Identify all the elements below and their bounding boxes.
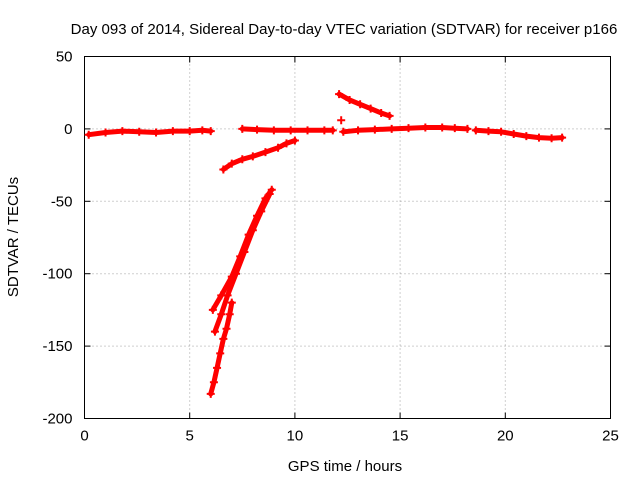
data-point-marker (231, 269, 240, 278)
y-tick-label: 50 (56, 49, 73, 66)
data-point-marker (370, 125, 379, 134)
data-point-marker (219, 165, 228, 174)
y-tick-label: -150 (42, 338, 72, 355)
data-point-marker (385, 111, 394, 120)
series-segment-9 (339, 123, 472, 136)
data-point-marker (240, 247, 249, 256)
x-tick-label: 20 (497, 428, 514, 445)
data-point-marker (206, 389, 215, 398)
data-point-marker (282, 139, 291, 148)
data-point-marker (354, 126, 363, 135)
data-point-marker (223, 291, 232, 300)
data-point-marker (463, 124, 472, 133)
data-point-marker (101, 128, 110, 137)
data-point-marker (248, 226, 257, 235)
data-point-marker (261, 148, 270, 157)
series-segment-6 (206, 298, 236, 398)
data-point-marker (450, 124, 459, 133)
data-point-marker (274, 143, 283, 152)
data-point-marker (135, 127, 144, 136)
data-point-marker (484, 127, 493, 136)
series-segment-10 (471, 126, 567, 143)
data-point-marker (168, 127, 177, 136)
data-point-marker (206, 127, 215, 136)
data-point-marker (84, 130, 93, 139)
data-point-marker (522, 132, 531, 141)
data-point-marker (328, 126, 337, 135)
series-segment-3 (219, 136, 299, 174)
data-point-marker (227, 298, 236, 307)
data-point-marker (335, 90, 344, 99)
data-point-marker (421, 123, 430, 132)
y-axis-label: SDTVAR / TECUs (5, 177, 22, 297)
data-point-marker (253, 125, 262, 134)
y-tick-label: -100 (42, 266, 72, 283)
data-point-marker (217, 310, 226, 319)
data-point-marker (497, 127, 506, 136)
data-point-marker (222, 324, 231, 333)
data-point-marker (265, 190, 274, 199)
data-point-marker (303, 126, 312, 135)
x-tick-label: 15 (392, 428, 409, 445)
series-segment-1 (84, 126, 215, 139)
data-point-marker (404, 124, 413, 133)
y-tick-label: -50 (51, 193, 73, 210)
series-segment-5 (210, 190, 274, 336)
data-point-marker (219, 334, 228, 343)
data-point-marker (198, 126, 207, 135)
data-point-marker (345, 95, 354, 104)
data-point-marker (238, 124, 247, 133)
data-point-marker (337, 116, 346, 125)
data-point-marker (208, 305, 217, 314)
data-point-marker (320, 126, 329, 135)
data-point-marker (185, 127, 194, 136)
data-point-marker (209, 378, 218, 387)
data-point-marker (471, 126, 480, 135)
data-point-marker (509, 129, 518, 138)
series-segment-2 (238, 124, 337, 135)
x-tick-label: 0 (80, 428, 88, 445)
data-point-marker (269, 126, 278, 135)
data-point-marker (257, 207, 266, 216)
grid-layer (84, 56, 611, 419)
data-point-marker (227, 159, 236, 168)
data-point-marker (216, 349, 225, 358)
x-axis-label: GPS time / hours (288, 458, 402, 475)
y-tick-label: 0 (64, 121, 72, 138)
data-point-marker (118, 127, 127, 136)
data-point-marker (387, 124, 396, 133)
data-point-marker (248, 152, 257, 161)
y-tick-label: -200 (42, 411, 72, 428)
series-trace (212, 191, 273, 335)
data-point-marker (558, 133, 567, 142)
x-tick-label: 5 (186, 428, 194, 445)
data-point-marker (225, 310, 234, 319)
point-layer (84, 90, 567, 398)
data-point-marker (238, 155, 247, 164)
chart-title: Day 093 of 2014, Sidereal Day-to-day VTE… (71, 21, 618, 38)
x-tick-label: 10 (287, 428, 304, 445)
series-segment-7 (335, 90, 394, 120)
data-point-marker (377, 108, 386, 117)
data-point-marker (547, 134, 556, 143)
data-point-marker (210, 327, 219, 336)
plot-frame (84, 56, 611, 419)
x-tick-label: 25 (602, 428, 619, 445)
series-trace (220, 138, 298, 172)
data-point-marker (267, 185, 276, 194)
data-point-marker (356, 100, 365, 109)
series-segment-8 (337, 116, 346, 125)
data-point-marker (339, 127, 348, 136)
data-point-marker (366, 104, 375, 113)
data-point-marker (213, 363, 222, 372)
data-point-marker (152, 128, 161, 137)
data-point-marker (438, 123, 447, 132)
data-point-marker (286, 126, 295, 135)
data-point-marker (290, 136, 299, 145)
tick-layer: 0 5 10 15 20 25 50 0 -50 -100 -150 -200 (42, 49, 618, 445)
data-point-marker (534, 133, 543, 142)
